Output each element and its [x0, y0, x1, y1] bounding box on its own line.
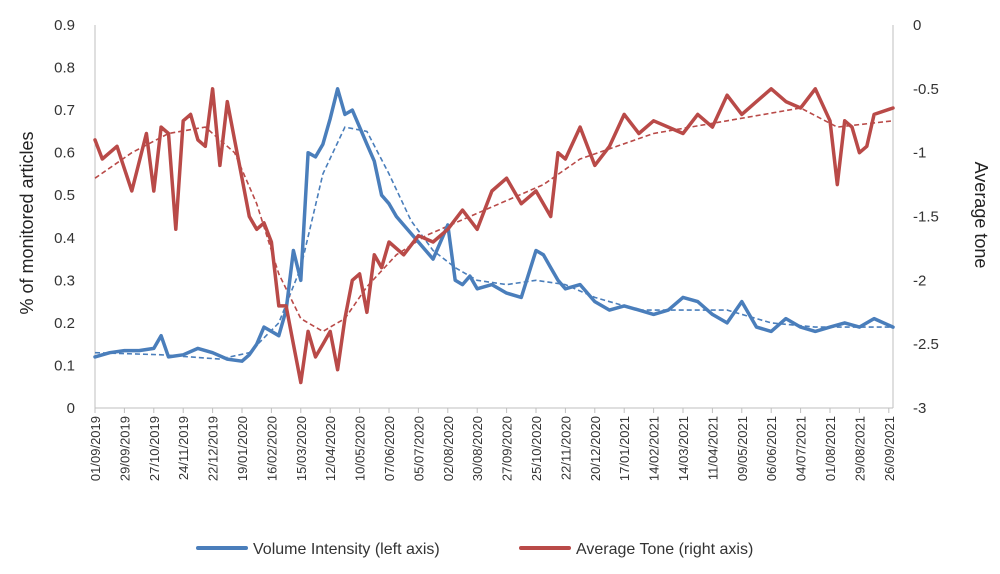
x-tick-label: 24/11/2019 [176, 416, 191, 480]
x-tick-label: 04/07/2021 [794, 416, 809, 481]
series-line-average-tone [93, 87, 895, 385]
x-tick-label: 01/09/2019 [88, 416, 103, 481]
x-tick-label: 27/09/2020 [500, 416, 515, 481]
left-tick-label: 0.1 [54, 357, 75, 374]
trendline-1 [94, 107, 894, 333]
legend-label-tone: Average Tone (right axis) [576, 541, 753, 558]
x-tick-label: 14/02/2021 [647, 416, 662, 481]
x-tick-label: 25/10/2020 [529, 416, 544, 481]
left-tick-label: 0.5 [54, 187, 75, 204]
left-tick-label: 0 [67, 400, 75, 417]
x-tick-label: 17/01/2021 [617, 416, 632, 481]
x-tick-label: 15/03/2020 [294, 416, 309, 481]
x-tick-label: 09/05/2021 [735, 416, 750, 481]
right-tick-label: -0.5 [913, 81, 939, 98]
x-tick-label: 07/06/2020 [382, 416, 397, 481]
x-tick-label: 02/08/2020 [441, 416, 456, 481]
x-tick-label: 26/09/2021 [882, 416, 897, 481]
left-tick-label: 0.4 [54, 230, 75, 247]
legend-label-volume: Volume Intensity (left axis) [253, 541, 440, 558]
left-tick-label: 0.3 [54, 272, 75, 289]
axes [94, 25, 894, 409]
right-tick-label: -1 [913, 145, 926, 162]
series-line-volume-intensity [93, 87, 895, 363]
series-lines [93, 87, 895, 385]
x-tick-label: 14/03/2021 [676, 416, 691, 481]
x-tick-label: 01/08/2021 [823, 416, 838, 481]
x-tick-label: 22/12/2019 [206, 416, 221, 481]
x-tick-label: 29/09/2019 [117, 416, 132, 481]
trendline-0 [94, 126, 893, 360]
right-axis-title: Average tone [971, 162, 991, 269]
x-tick-label: 12/04/2020 [323, 416, 338, 481]
x-tick-label: 06/06/2021 [764, 416, 779, 481]
left-tick-label: 0.6 [54, 145, 75, 162]
legend: Volume Intensity (left axis) Average Ton… [196, 541, 753, 558]
x-tick-label: 05/07/2020 [411, 416, 426, 481]
left-axis-title: % of monitored articles [17, 131, 37, 314]
x-tick-label: 11/04/2021 [705, 416, 720, 480]
x-tick-label: 29/08/2021 [852, 416, 867, 481]
trendlines [94, 107, 894, 360]
x-tick-label: 16/02/2020 [264, 416, 279, 481]
x-tick-label: 22/11/2020 [558, 416, 573, 480]
left-axis-ticks: 0 0.1 0.2 0.3 0.4 0.5 0.6 0.7 0.8 0.9 [54, 17, 75, 417]
right-axis-ticks: -3 -2.5 -2 -1.5 -1 -0.5 0 [913, 17, 939, 417]
x-tick-label: 30/08/2020 [470, 416, 485, 481]
right-tick-label: -1.5 [913, 209, 939, 226]
x-tick-label: 19/01/2020 [235, 416, 250, 481]
left-tick-label: 0.9 [54, 17, 75, 34]
left-tick-label: 0.7 [54, 102, 75, 119]
right-tick-label: -2.5 [913, 336, 939, 353]
x-tick-label: 27/10/2019 [147, 416, 162, 481]
right-tick-label: -3 [913, 400, 926, 417]
right-tick-label: 0 [913, 17, 921, 34]
x-tick-label: 20/12/2020 [588, 416, 603, 481]
x-axis-ticks: 01/09/2019 29/09/2019 27/10/2019 24/11/2019… [88, 408, 897, 481]
left-tick-label: 0.2 [54, 315, 75, 332]
left-tick-label: 0.8 [54, 60, 75, 77]
right-tick-label: -2 [913, 272, 926, 289]
x-tick-label: 10/05/2020 [353, 416, 368, 481]
